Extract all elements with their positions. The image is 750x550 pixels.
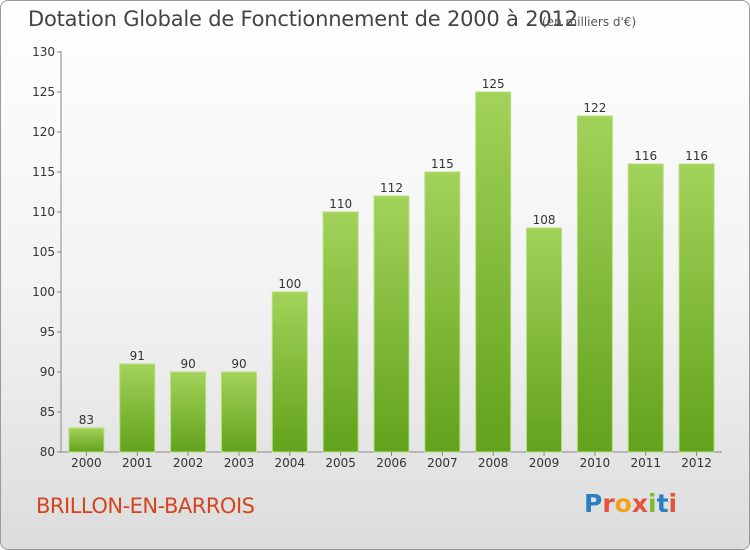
bar-value-label: 90 <box>180 357 195 371</box>
logo-letter: o <box>614 489 632 518</box>
y-tick-label: 130 <box>32 45 55 59</box>
bar-value-label: 91 <box>130 349 145 363</box>
bar <box>170 371 207 453</box>
commune-name: BRILLON-EN-BARROIS <box>36 494 255 518</box>
bar <box>678 163 715 453</box>
x-tick-label: 2003 <box>224 456 255 470</box>
bar-value-label: 112 <box>380 181 403 195</box>
bar <box>119 363 156 453</box>
y-tick-label: 120 <box>32 125 55 139</box>
x-tick-label: 2009 <box>529 456 560 470</box>
x-tick-label: 2007 <box>427 456 458 470</box>
bar <box>424 171 461 453</box>
bar <box>576 115 613 453</box>
bar-value-label: 108 <box>533 213 556 227</box>
logo-letter: i <box>668 489 678 518</box>
bar <box>373 195 410 453</box>
proxiti-logo: Proxiti <box>584 489 677 518</box>
y-tick-label: 80 <box>40 445 55 459</box>
chart-title: Dotation Globale de Fonctionnement de 20… <box>28 7 578 31</box>
bar <box>68 427 105 453</box>
bar <box>526 227 563 453</box>
x-tick-label: 2001 <box>122 456 153 470</box>
bar <box>475 91 512 453</box>
bar <box>322 211 359 453</box>
x-tick-label: 2006 <box>376 456 407 470</box>
y-tick-label: 95 <box>40 325 55 339</box>
bar <box>220 371 257 453</box>
x-tick-label: 2005 <box>325 456 356 470</box>
logo-letter: i <box>648 489 657 518</box>
x-tick-label: 2011 <box>630 456 661 470</box>
y-tick-label: 115 <box>32 165 55 179</box>
x-tick-label: 2004 <box>275 456 306 470</box>
bar-value-label: 116 <box>685 149 708 163</box>
x-tick-label: 2010 <box>580 456 611 470</box>
bar-value-label: 116 <box>634 149 657 163</box>
y-tick-label: 100 <box>32 285 55 299</box>
bar-value-label: 110 <box>329 197 352 211</box>
x-tick-label: 2002 <box>173 456 204 470</box>
bar-value-label: 90 <box>231 357 246 371</box>
bar-value-label: 125 <box>482 77 505 91</box>
x-tick-label: 2012 <box>681 456 712 470</box>
y-tick-label: 90 <box>40 365 55 379</box>
bar-value-label: 115 <box>431 157 454 171</box>
y-tick-label: 110 <box>32 205 55 219</box>
logo-letter: x <box>631 489 648 518</box>
logo-letter: t <box>656 489 669 518</box>
bar-value-label: 122 <box>583 101 606 115</box>
logo-letter: r <box>602 489 615 518</box>
y-tick-label: 85 <box>40 405 55 419</box>
bar <box>627 163 664 453</box>
x-tick-label: 2008 <box>478 456 509 470</box>
logo-letter: P <box>584 489 603 518</box>
bar-value-label: 83 <box>79 413 94 427</box>
y-tick-label: 125 <box>32 85 55 99</box>
bar-value-label: 100 <box>278 277 301 291</box>
bar <box>271 291 308 453</box>
x-tick-label: 2000 <box>71 456 102 470</box>
unit-note: (en milliers d'€) <box>542 15 637 29</box>
y-tick-label: 105 <box>32 245 55 259</box>
